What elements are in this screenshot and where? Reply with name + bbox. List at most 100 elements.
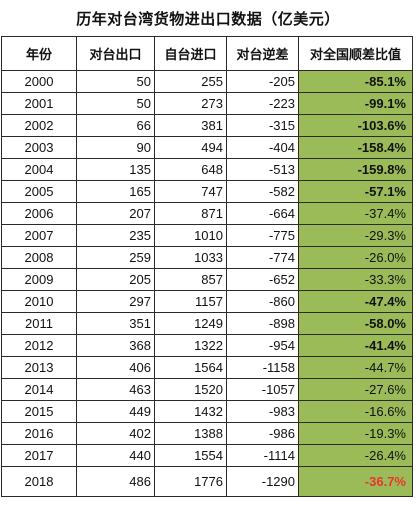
- table-row: 2015 449 1432 -983 -16.6%: [1, 400, 413, 423]
- cell-ratio: -19.3%: [298, 422, 413, 445]
- cell-export: 66: [76, 114, 155, 137]
- table-row: 2018 486 1776 -1290 -36.7%: [1, 466, 413, 497]
- cell-ratio: -158.4%: [298, 136, 413, 159]
- cell-ratio: -36.7%: [298, 466, 413, 497]
- cell-import: 1033: [154, 246, 227, 269]
- cell-export: 406: [76, 356, 155, 379]
- cell-ratio: -159.8%: [298, 158, 413, 181]
- cell-import: 871: [154, 202, 227, 225]
- trade-data-table: 年份 对台出口 自台进口 对台逆差 对全国顺差比值 2000 50 255 -205-…: [1, 36, 413, 497]
- cell-export: 165: [76, 180, 155, 203]
- table-row: 2010 297 1157 -860 -47.4%: [1, 290, 413, 313]
- cell-deficit: -315: [226, 114, 299, 137]
- cell-import: 494: [154, 136, 227, 159]
- header-year: 年份: [1, 36, 77, 71]
- header-import: 自台进口: [154, 36, 227, 71]
- cell-deficit: -898: [226, 312, 299, 335]
- cell-export: 463: [76, 378, 155, 401]
- cell-year: 2017: [1, 444, 77, 467]
- cell-deficit: -775: [226, 224, 299, 247]
- cell-deficit: -582: [226, 180, 299, 203]
- cell-deficit: -860: [226, 290, 299, 313]
- cell-ratio: -58.0%: [298, 312, 413, 335]
- cell-year: 2010: [1, 290, 77, 313]
- table-row: 2005 165 747 -582 -57.1%: [1, 180, 413, 203]
- cell-deficit: -1290: [226, 466, 299, 497]
- cell-export: 297: [76, 290, 155, 313]
- header-ratio: 对全国顺差比值: [298, 36, 413, 71]
- cell-year: 2003: [1, 136, 77, 159]
- table-row: 2003 90 494 -404 -158.4%: [1, 136, 413, 159]
- table-row: 2004 135 648 -513 -159.8%: [1, 158, 413, 181]
- cell-import: 1776: [154, 466, 227, 497]
- table-title: 历年对台湾货物进出口数据（亿美元）: [76, 9, 340, 28]
- table-row: 2012 368 1322 -954 -41.4%: [1, 334, 413, 357]
- cell-import: 381: [154, 114, 227, 137]
- cell-export: 50: [76, 92, 155, 115]
- table-row: 2001 50 273 -223 -99.1%: [1, 92, 413, 115]
- cell-year: 2007: [1, 224, 77, 247]
- cell-year: 2000: [1, 70, 77, 93]
- table-body: 2000 50 255 -205 -85.1% 2001 50 273 -223 -99.1% 20…: [1, 70, 413, 497]
- cell-import: 1322: [154, 334, 227, 357]
- cell-import: 1010: [154, 224, 227, 247]
- cell-import: 1554: [154, 444, 227, 467]
- cell-export: 259: [76, 246, 155, 269]
- cell-year: 2011: [1, 312, 77, 335]
- header-deficit: 对台逆差: [226, 36, 299, 71]
- cell-year: 2006: [1, 202, 77, 225]
- cell-year: 2016: [1, 422, 77, 445]
- cell-deficit: -1057: [226, 378, 299, 401]
- cell-import: 1157: [154, 290, 227, 313]
- table-row: 2008 259 1033 -774 -26.0%: [1, 246, 413, 269]
- cell-export: 368: [76, 334, 155, 357]
- cell-ratio: -99.1%: [298, 92, 413, 115]
- cell-deficit: -513: [226, 158, 299, 181]
- cell-import: 857: [154, 268, 227, 291]
- cell-ratio: -16.6%: [298, 400, 413, 423]
- table-row: 2011 351 1249 -898 -58.0%: [1, 312, 413, 335]
- cell-import: 1564: [154, 356, 227, 379]
- cell-deficit: -1158: [226, 356, 299, 379]
- cell-deficit: -1114: [226, 444, 299, 467]
- cell-export: 351: [76, 312, 155, 335]
- cell-year: 2009: [1, 268, 77, 291]
- cell-ratio: -26.0%: [298, 246, 413, 269]
- cell-import: 747: [154, 180, 227, 203]
- cell-deficit: -664: [226, 202, 299, 225]
- table-row: 2000 50 255 -205 -85.1%: [1, 70, 413, 93]
- cell-ratio: -37.4%: [298, 202, 413, 225]
- cell-deficit: -986: [226, 422, 299, 445]
- cell-ratio: -85.1%: [298, 70, 413, 93]
- cell-year: 2013: [1, 356, 77, 379]
- cell-ratio: -33.3%: [298, 268, 413, 291]
- cell-import: 273: [154, 92, 227, 115]
- cell-export: 207: [76, 202, 155, 225]
- cell-export: 205: [76, 268, 155, 291]
- table-row: 2009 205 857 -652 -33.3%: [1, 268, 413, 291]
- cell-deficit: -223: [226, 92, 299, 115]
- cell-year: 2008: [1, 246, 77, 269]
- cell-year: 2002: [1, 114, 77, 137]
- header-export: 对台出口: [76, 36, 155, 71]
- table-row: 2016 402 1388 -986 -19.3%: [1, 422, 413, 445]
- cell-year: 2004: [1, 158, 77, 181]
- cell-year: 2018: [1, 466, 77, 497]
- cell-deficit: -652: [226, 268, 299, 291]
- table-row: 2014 463 1520 -1057 -27.6%: [1, 378, 413, 401]
- cell-ratio: -27.6%: [298, 378, 413, 401]
- cell-deficit: -983: [226, 400, 299, 423]
- cell-export: 135: [76, 158, 155, 181]
- table-row: 2007 235 1010 -775 -29.3%: [1, 224, 413, 247]
- table-row: 2013 406 1564 -1158 -44.7%: [1, 356, 413, 379]
- table-row: 2017 440 1554 -1114 -26.4%: [1, 444, 413, 467]
- cell-export: 235: [76, 224, 155, 247]
- cell-export: 449: [76, 400, 155, 423]
- cell-ratio: -26.4%: [298, 444, 413, 467]
- cell-year: 2001: [1, 92, 77, 115]
- cell-deficit: -205: [226, 70, 299, 93]
- cell-year: 2014: [1, 378, 77, 401]
- cell-export: 90: [76, 136, 155, 159]
- table-row: 2006 207 871 -664 -37.4%: [1, 202, 413, 225]
